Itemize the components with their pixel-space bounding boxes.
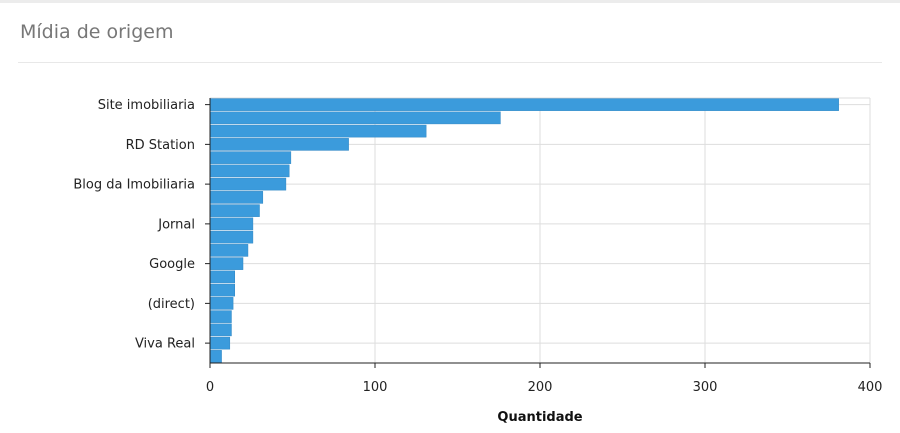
y-tick-label: Blog da Imobiliaria [73, 178, 195, 193]
bar [209, 323, 232, 337]
bar [209, 350, 222, 363]
bar-layer [209, 98, 839, 363]
y-tick-label: Viva Real [135, 337, 195, 352]
axis-layer: Site imobiliaria RD Station Blog da Imobil… [73, 98, 882, 395]
x-tick-label: 300 [693, 380, 718, 395]
x-tick-label: 200 [528, 380, 553, 395]
grid-layer [210, 97, 871, 363]
top-border [0, 0, 900, 3]
bar [209, 217, 254, 231]
bar [209, 98, 839, 111]
y-tick-label: Google [149, 257, 195, 272]
y-tick-label: Jornal [157, 217, 195, 232]
bar [209, 177, 287, 191]
x-axis-title: Quantidade [497, 410, 582, 425]
x-tick-label: 400 [858, 380, 883, 395]
bar [209, 124, 427, 138]
bar [209, 244, 249, 257]
bar [209, 204, 260, 217]
bar [209, 111, 501, 125]
y-tick-label: (direct) [148, 297, 195, 312]
bar [209, 283, 235, 297]
x-tick-label: 0 [206, 380, 214, 395]
bar [209, 164, 290, 178]
title-divider [18, 62, 882, 63]
y-tick-label: Site imobiliaria [98, 98, 195, 113]
bar [209, 257, 244, 270]
bar [209, 191, 264, 204]
bar [209, 138, 349, 151]
panel-title: Mídia de origem [20, 21, 174, 43]
bar [209, 297, 234, 310]
bar [209, 270, 235, 284]
bar [209, 230, 254, 244]
x-tick-label: 100 [363, 380, 388, 395]
bar [209, 310, 232, 323]
bar [209, 336, 231, 350]
y-tick-label: RD Station [126, 138, 195, 153]
bar [209, 151, 292, 164]
